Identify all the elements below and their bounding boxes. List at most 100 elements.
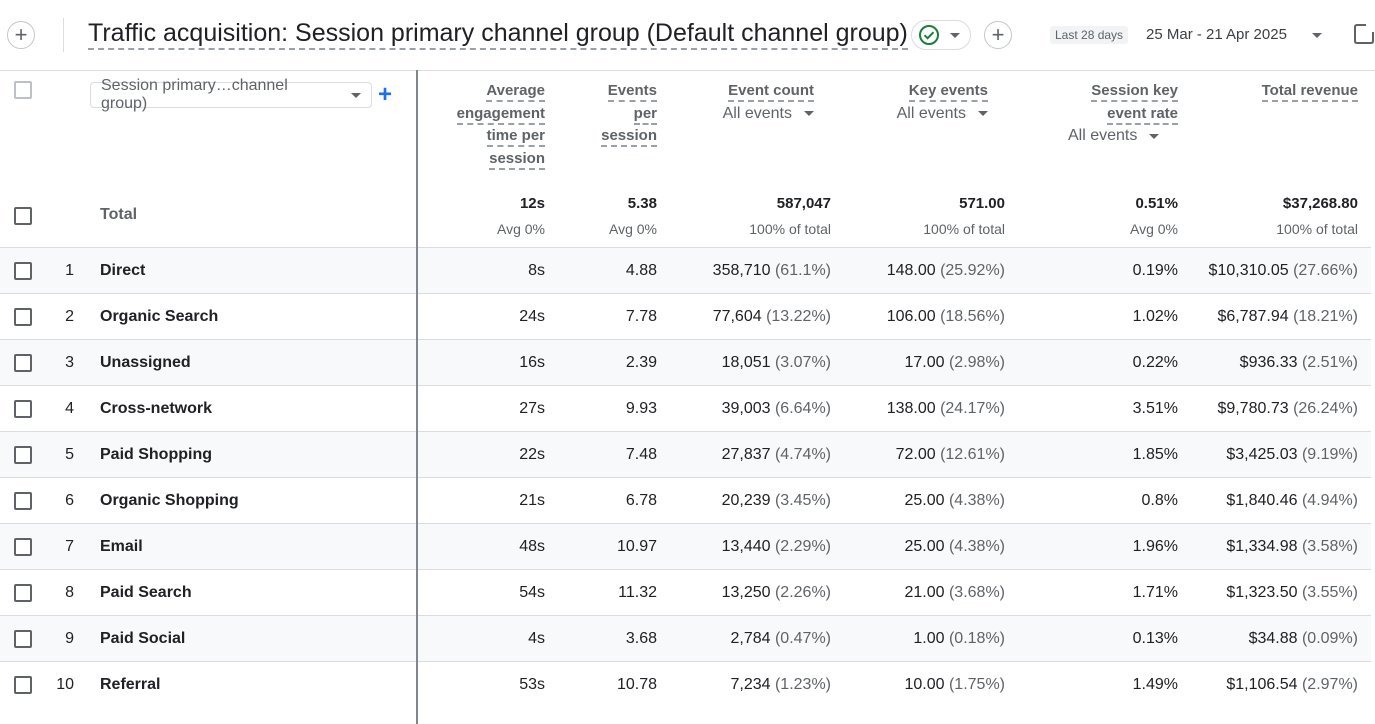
- row-channel[interactable]: Email: [100, 538, 143, 555]
- total-sub: Avg 0%: [1130, 221, 1178, 237]
- plus-icon: +: [14, 22, 28, 47]
- report-status-dropdown[interactable]: [911, 20, 971, 50]
- row-key-events: 25.00 (4.38%): [904, 492, 1005, 509]
- row-event-count: 77,604 (13.22%): [712, 308, 831, 325]
- row-checkbox[interactable]: [14, 308, 32, 326]
- row-rank: 3: [65, 354, 74, 371]
- row-total-revenue: $1,334.98 (3.58%): [1226, 538, 1358, 555]
- chevron-down-icon: [351, 92, 361, 98]
- row-rank: 8: [65, 584, 74, 601]
- row-checkbox[interactable]: [14, 538, 32, 556]
- row-checkbox[interactable]: [14, 354, 32, 372]
- event-count-filter[interactable]: All events: [680, 103, 814, 126]
- row-channel[interactable]: Organic Search: [100, 308, 219, 325]
- key-events-filter[interactable]: All events: [860, 103, 988, 126]
- col-avg-engagement[interactable]: Average engagement time per session: [430, 80, 545, 170]
- share-icon[interactable]: [1352, 22, 1375, 46]
- table-row[interactable]: 5 Paid Shopping 22s 7.48 27,837 (4.74%) 72.00…: [0, 431, 1371, 477]
- table-row[interactable]: 7 Email 48s 10.97 13,440 (2.29%) 25.00 (4.38%…: [0, 523, 1371, 569]
- row-rank: 5: [65, 446, 74, 463]
- row-session-key-event-rate: 1.85%: [1132, 446, 1178, 463]
- row-checkbox[interactable]: [14, 400, 32, 418]
- col-key-events[interactable]: Key events All events: [860, 80, 988, 125]
- row-channel[interactable]: Referral: [100, 676, 161, 693]
- row-session-key-event-rate: 0.19%: [1132, 262, 1178, 279]
- row-channel[interactable]: Cross-network: [100, 400, 213, 417]
- row-key-events: 25.00 (4.38%): [904, 538, 1005, 555]
- date-range-label[interactable]: 25 Mar - 21 Apr 2025: [1146, 26, 1287, 43]
- row-session-key-event-rate: 0.13%: [1132, 630, 1178, 647]
- row-checkbox[interactable]: [14, 584, 32, 602]
- row-checkbox[interactable]: [14, 676, 32, 694]
- row-session-key-event-rate: 1.02%: [1132, 308, 1178, 325]
- row-key-events: 10.00 (1.75%): [904, 676, 1005, 693]
- table-row[interactable]: 10 Referral 53s 10.78 7,234 (1.23%) 10.00 (1.…: [0, 661, 1371, 707]
- row-rank: 2: [65, 308, 74, 325]
- table-row[interactable]: 2 Organic Search 24s 7.78 77,604 (13.22%) 106…: [0, 293, 1371, 339]
- dimension-select[interactable]: Session primary…channel group): [90, 77, 372, 112]
- col-event-count[interactable]: Event count All events: [680, 80, 814, 125]
- session-key-rate-filter[interactable]: All events: [1040, 125, 1178, 148]
- row-total-revenue: $10,310.05 (27.66%): [1208, 262, 1358, 279]
- table-row[interactable]: 3 Unassigned 16s 2.39 18,051 (3.07%) 17.00 (2…: [0, 339, 1371, 385]
- table-row[interactable]: 4 Cross-network 27s 9.93 39,003 (6.64%) 138.0…: [0, 385, 1371, 431]
- row-total-revenue: $3,425.03 (9.19%): [1226, 446, 1358, 463]
- row-avg-engagement: 24s: [519, 308, 545, 325]
- row-channel[interactable]: Organic Shopping: [100, 492, 239, 509]
- table-row[interactable]: 9 Paid Social 4s 3.68 2,784 (0.47%) 1.00 (0.1…: [0, 615, 1371, 661]
- col-session-key-event-rate[interactable]: Session key event rate All events: [1040, 80, 1178, 148]
- date-dropdown-icon[interactable]: [1312, 33, 1322, 38]
- row-event-count: 39,003 (6.64%): [721, 400, 831, 417]
- row-rank: 7: [65, 538, 74, 555]
- col-total-revenue[interactable]: Total revenue: [1220, 80, 1358, 103]
- check-circle-icon: [919, 25, 939, 45]
- row-avg-engagement: 27s: [519, 400, 545, 417]
- row-key-events: 148.00 (25.92%): [886, 262, 1005, 279]
- frozen-column-divider: [416, 70, 418, 724]
- row-checkbox[interactable]: [14, 262, 32, 280]
- add-report-button[interactable]: +: [984, 21, 1012, 49]
- row-session-key-event-rate: 0.22%: [1132, 354, 1178, 371]
- col-events-per-session[interactable]: Events per session: [560, 80, 657, 148]
- row-key-events: 1.00 (0.18%): [913, 630, 1005, 647]
- total-value: 587,047: [776, 195, 831, 212]
- table-row[interactable]: 8 Paid Search 54s 11.32 13,250 (2.26%) 21.00 …: [0, 569, 1371, 615]
- table-row[interactable]: 6 Organic Shopping 21s 6.78 20,239 (3.45%) 25…: [0, 477, 1371, 523]
- total-sub: 100% of total: [749, 221, 831, 237]
- row-rank: 9: [65, 630, 74, 647]
- add-dimension-button[interactable]: +: [378, 81, 393, 108]
- row-key-events: 138.00 (24.17%): [886, 400, 1005, 417]
- date-preset-chip: Last 28 days: [1050, 26, 1129, 44]
- totals-checkbox[interactable]: [14, 207, 32, 225]
- row-channel[interactable]: Paid Social: [100, 630, 186, 647]
- row-rank: 10: [56, 676, 74, 693]
- row-rank: 6: [65, 492, 74, 509]
- row-checkbox[interactable]: [14, 446, 32, 464]
- row-avg-engagement: 22s: [519, 446, 545, 463]
- row-avg-engagement: 16s: [519, 354, 545, 371]
- chevron-down-icon: [1149, 133, 1160, 139]
- total-value: 571.00: [959, 195, 1005, 212]
- row-event-count: 13,250 (2.26%): [721, 584, 831, 601]
- row-key-events: 106.00 (18.56%): [886, 308, 1005, 325]
- row-events-per-session: 10.78: [616, 676, 657, 693]
- row-avg-engagement: 4s: [528, 630, 545, 647]
- add-comparison-button[interactable]: +: [7, 21, 35, 49]
- row-events-per-session: 3.68: [625, 630, 657, 647]
- row-checkbox[interactable]: [14, 630, 32, 648]
- row-event-count: 27,837 (4.74%): [721, 446, 831, 463]
- row-event-count: 2,784 (0.47%): [730, 630, 831, 647]
- select-all-checkbox[interactable]: [14, 81, 32, 99]
- row-channel[interactable]: Paid Shopping: [100, 446, 212, 463]
- row-avg-engagement: 21s: [519, 492, 545, 509]
- header-divider: [63, 18, 64, 52]
- row-checkbox[interactable]: [14, 492, 32, 510]
- header-bottom-border: [0, 70, 1375, 71]
- row-channel[interactable]: Direct: [100, 262, 146, 279]
- row-key-events: 72.00 (12.61%): [895, 446, 1005, 463]
- row-channel[interactable]: Paid Search: [100, 584, 192, 601]
- total-sub: 100% of total: [1276, 221, 1358, 237]
- plus-icon: +: [991, 22, 1005, 47]
- row-channel[interactable]: Unassigned: [100, 354, 191, 371]
- table-row[interactable]: 1 Direct 8s 4.88 358,710 (61.1%) 148.00 (25.9…: [0, 247, 1371, 293]
